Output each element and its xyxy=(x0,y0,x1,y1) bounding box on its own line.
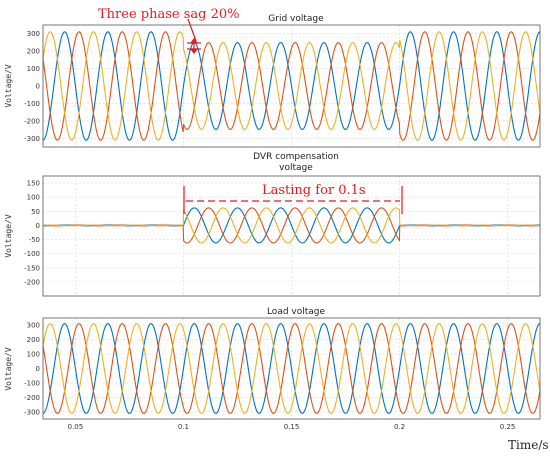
grid-voltage-phase-3-line xyxy=(42,31,541,141)
dvr-ylabel: Voltage/V xyxy=(4,214,13,258)
dvr-compensation-panel: DVR compensation voltage -200 -150 -100 -50… xyxy=(4,152,541,297)
duration-annotation: Lasting for 0.1s xyxy=(262,183,366,198)
load-voltage-phase-1-line xyxy=(42,323,541,414)
xtick-label: 0.1 xyxy=(178,423,189,431)
xtick-label: 0.05 xyxy=(68,423,84,431)
sag-marker xyxy=(187,18,201,54)
load-voltage-ylabel: Voltage/V xyxy=(4,347,13,391)
load-voltage-ytick-label: -100 xyxy=(24,379,40,387)
grid-voltage-phase-2-line xyxy=(42,31,541,141)
dvr-ytick-label: -50 xyxy=(29,236,40,244)
grid-voltage-ytick-label: -200 xyxy=(24,117,40,125)
dvr-ytick-label: -150 xyxy=(24,264,40,272)
load-voltage-ytick-label: 100 xyxy=(27,351,40,359)
load-voltage-ytick-label: -200 xyxy=(24,394,40,402)
load-voltage-phase-2-line xyxy=(42,323,541,414)
load-voltage-frame xyxy=(42,317,541,420)
grid-voltage-ytick-label: 0 xyxy=(36,83,40,91)
dvr-phase-3-line xyxy=(42,207,541,244)
grid-voltage-ylabel: Voltage/V xyxy=(4,64,13,108)
dvr-title-line2: voltage xyxy=(279,163,313,173)
dvr-ytick-label: -100 xyxy=(24,250,40,258)
dvr-ytick-label: 50 xyxy=(31,208,40,216)
load-voltage-ytick-label: 300 xyxy=(27,322,40,330)
xtick-label: 0.25 xyxy=(500,423,516,431)
load-voltage-ytick-label: -300 xyxy=(24,408,40,416)
grid-voltage-phase-1-line xyxy=(42,31,541,141)
sag-annotation: Three phase sag 20% xyxy=(98,7,240,22)
grid-voltage-title: Grid voltage xyxy=(268,14,324,24)
load-voltage-ytick-label: 200 xyxy=(27,336,40,344)
grid-voltage-ytick-label: 300 xyxy=(27,30,40,38)
dvr-title-line1: DVR compensation xyxy=(253,152,339,162)
grid-voltage-ytick-label: 100 xyxy=(27,65,40,73)
grid-voltage-ytick-label: -300 xyxy=(24,135,40,143)
grid-voltage-panel: Grid voltage -300 -200 -100 0 100 200 300 Volt… xyxy=(4,7,541,148)
dvr-ytick-label: 0 xyxy=(36,222,40,230)
grid-voltage-ytick-label: 200 xyxy=(27,48,40,56)
dvr-ytick-label: -200 xyxy=(24,278,40,286)
xtick-label: 0.15 xyxy=(284,423,300,431)
grid-voltage-frame xyxy=(42,24,541,148)
load-voltage-phase-3-line xyxy=(42,323,541,414)
load-voltage-ytick-label: 0 xyxy=(36,365,40,373)
grid-voltage-ytick-label: -100 xyxy=(24,100,40,108)
dvr-frame xyxy=(42,175,541,297)
sag-pointer-line xyxy=(187,18,197,42)
load-voltage-title: Load voltage xyxy=(267,307,326,317)
load-voltage-panel: Load voltage -300 -200 -100 0 100 200 300 Volt… xyxy=(4,307,549,452)
dvr-ytick-label: 100 xyxy=(27,194,40,202)
x-axis-label: Time/s xyxy=(508,438,549,452)
xtick-label: 0.2 xyxy=(394,423,405,431)
duration-marker xyxy=(183,186,403,214)
dvr-ytick-label: 150 xyxy=(27,180,40,188)
